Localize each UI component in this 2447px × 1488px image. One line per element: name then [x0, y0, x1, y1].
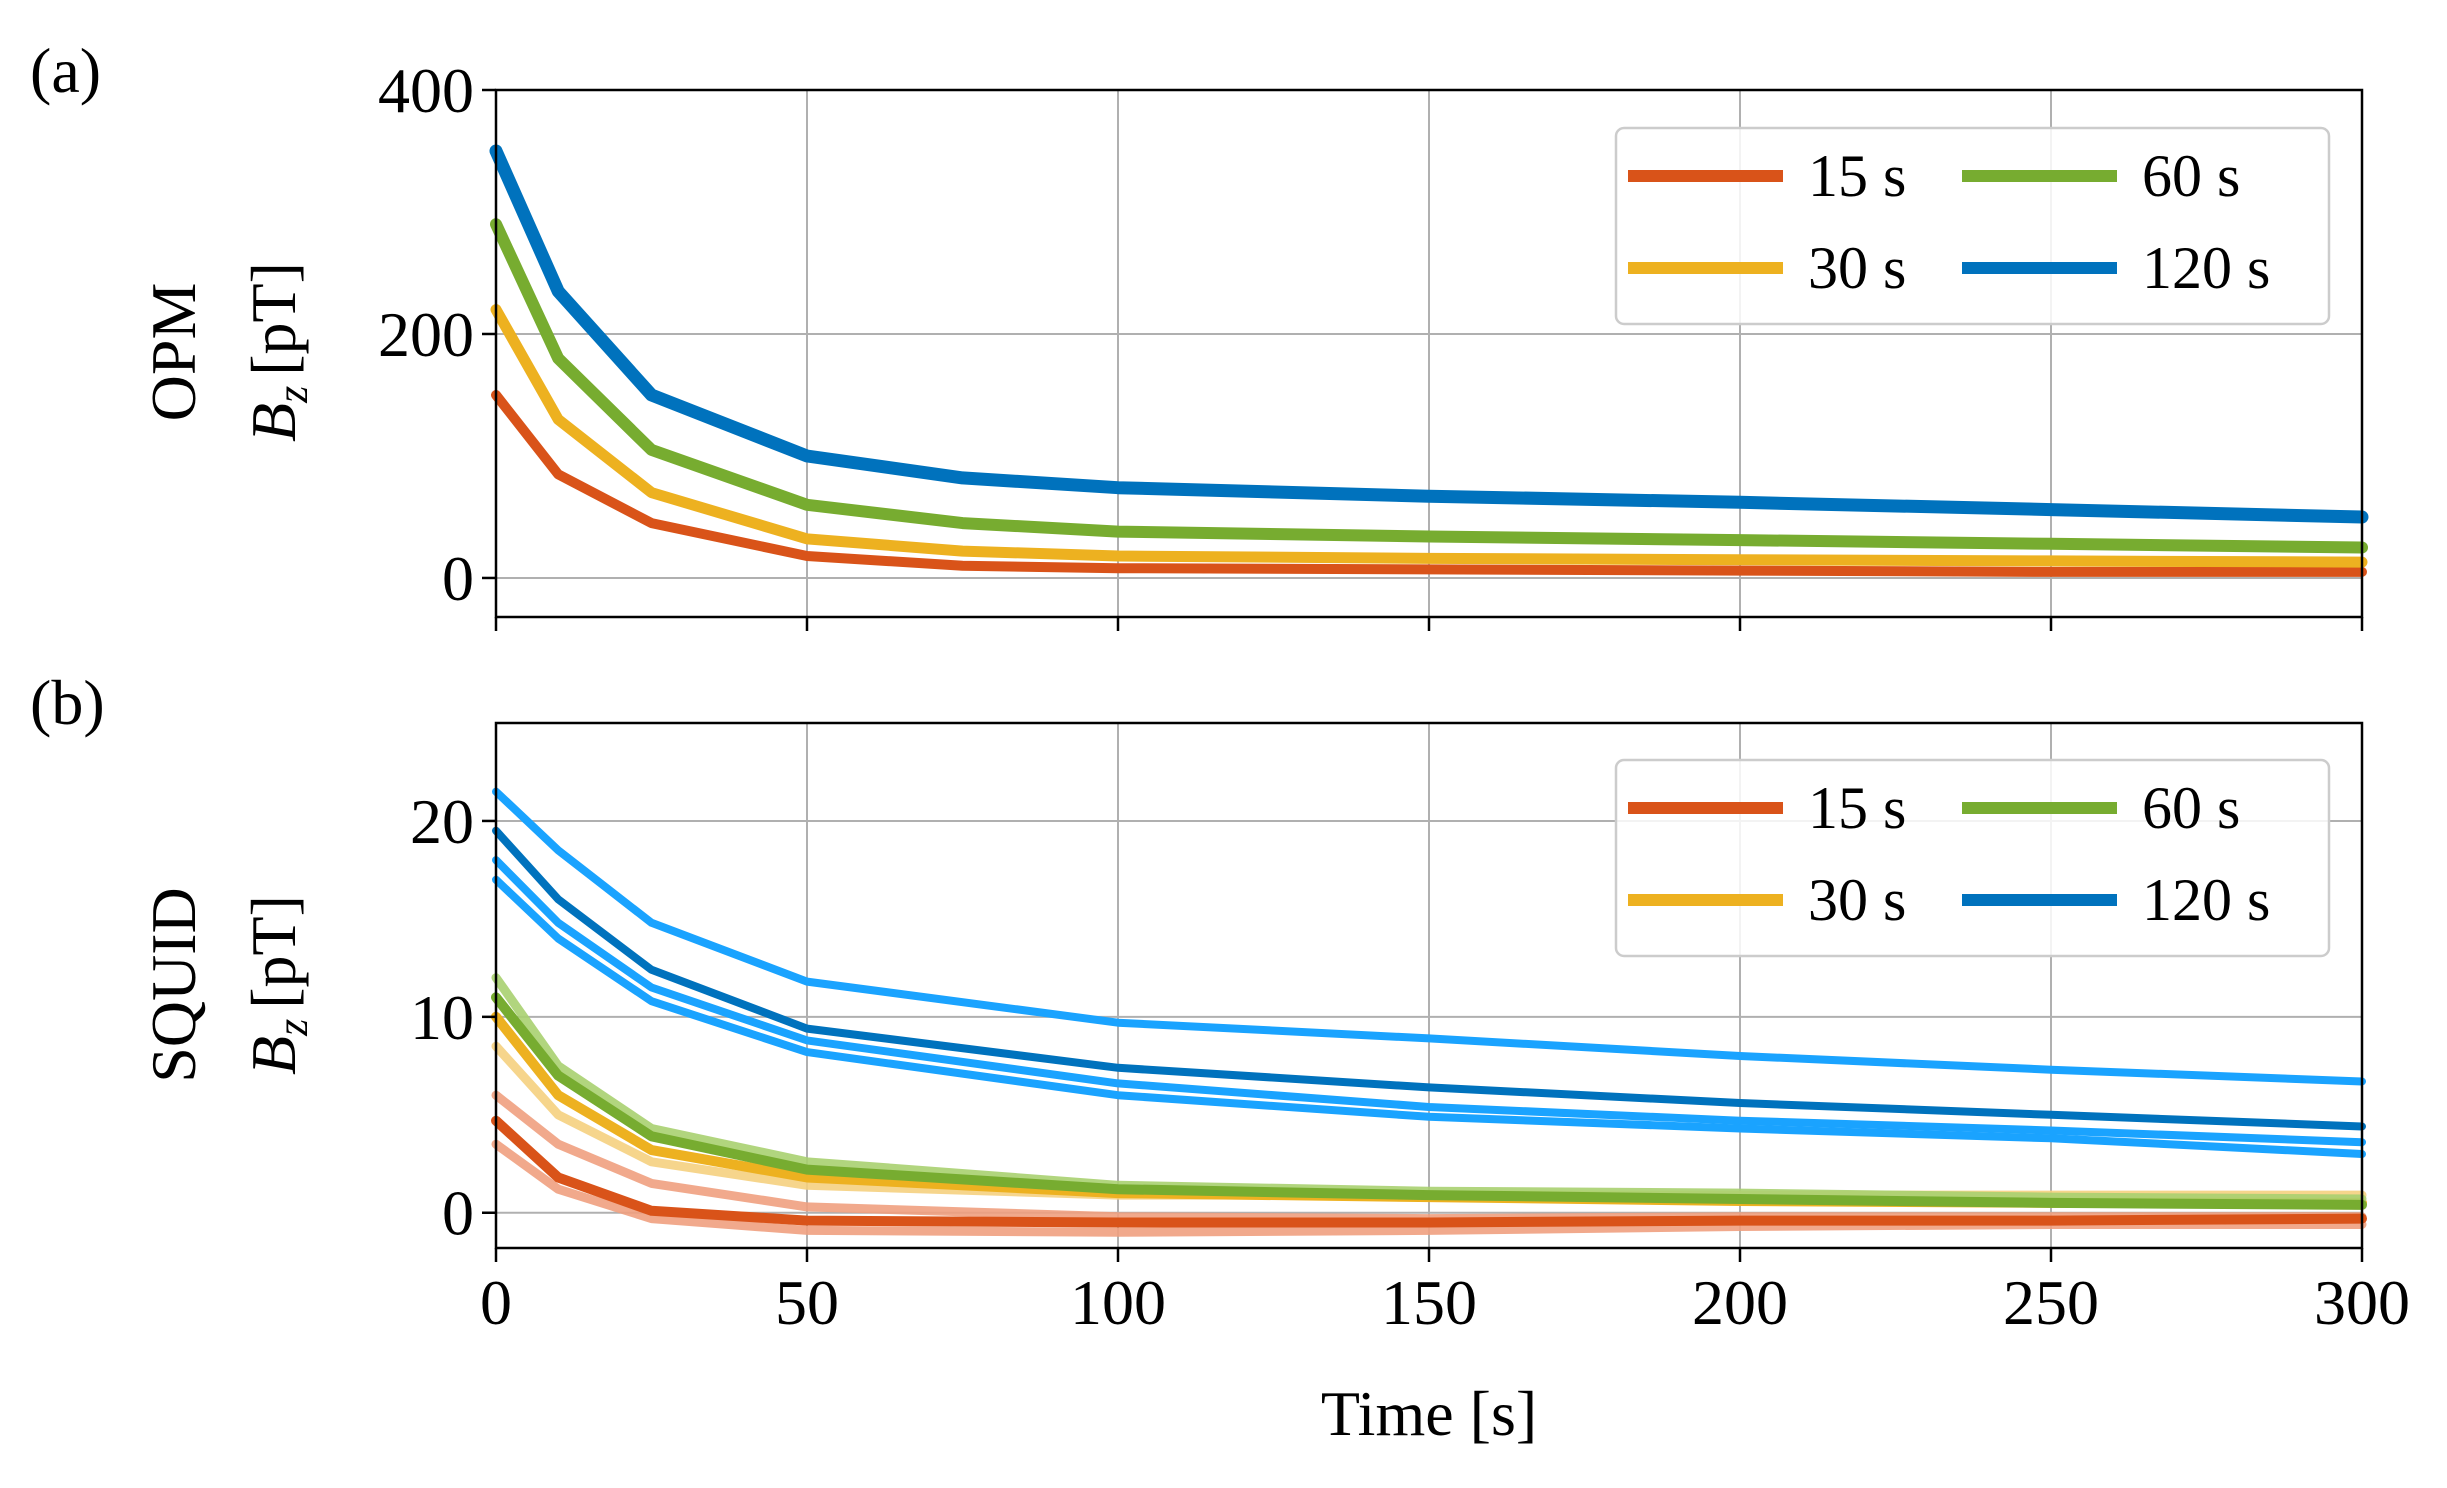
y-axis-subscript: z	[268, 1019, 317, 1037]
y-tick-label: 0	[442, 543, 474, 614]
legend-box	[1614, 758, 2331, 958]
legend-box	[1614, 126, 2331, 326]
legend-entry: 60 s	[1962, 143, 2240, 209]
y-axis-label-line2: Bz [pT]	[238, 262, 317, 442]
legend-entry: 30 s	[1628, 235, 1906, 301]
y-axis-unit: [pT]	[238, 895, 309, 1009]
y-axis-subscript: z	[268, 386, 317, 404]
panel-b: (b) 0 50 100 150 200 250 300 0 10 20 SQUID Bz [pT]…	[30, 667, 2410, 1449]
x-tick-label: 0	[480, 1267, 512, 1338]
x-tick-label: 50	[775, 1267, 839, 1338]
y-axis-label-line1: SQUID	[138, 887, 209, 1083]
series-line-120s-9	[492, 856, 2366, 1147]
series-line-15s-2	[491, 1115, 2367, 1228]
panel-a: (a) 0 200 400 OPM Bz [pT] 15 s 30 s 60 s 120 s	[30, 35, 2369, 631]
legend-entry: 15 s	[1628, 143, 1906, 209]
legend-label: 60 s	[2142, 775, 2240, 841]
x-tick-label: 100	[1070, 1267, 1166, 1338]
x-tick-label: 200	[1692, 1267, 1788, 1338]
y-axis-label: OPM Bz [pT]	[138, 262, 317, 442]
legend-entry: 60 s	[1962, 775, 2240, 841]
x-tick-label: 150	[1381, 1267, 1477, 1338]
series-line-120s-7	[492, 787, 2366, 1086]
y-axis-label: SQUID Bz [pT]	[138, 887, 317, 1083]
series-line-30s-1	[490, 304, 2368, 568]
legend-label: 15 s	[1808, 143, 1906, 209]
y-tick-label: 400	[378, 55, 474, 126]
series-line-120s-10	[492, 826, 2366, 1131]
series-line-120s-8	[492, 875, 2366, 1158]
y-tick-label: 10	[410, 982, 474, 1053]
legend: 15 s 30 s 60 s 120 s	[1614, 758, 2331, 958]
y-axis-unit: [pT]	[238, 262, 309, 376]
y-axis-label-line2: Bz [pT]	[238, 895, 317, 1075]
legend-entry: 30 s	[1628, 867, 1906, 933]
series-line-15s-0	[491, 390, 2367, 577]
legend-label: 30 s	[1808, 235, 1906, 301]
legend-label: 120 s	[2142, 235, 2270, 301]
y-tick-label: 200	[378, 299, 474, 370]
series-line-60s-6	[491, 992, 2367, 1210]
legend-label: 60 s	[2142, 143, 2240, 209]
legend-label: 15 s	[1808, 775, 1906, 841]
legend-entry: 120 s	[1962, 867, 2270, 933]
y-axis-symbol: B	[238, 403, 309, 442]
legend-entry: 120 s	[1962, 235, 2270, 301]
x-tick-label: 300	[2314, 1267, 2410, 1338]
legend: 15 s 30 s 60 s 120 s	[1614, 126, 2331, 326]
y-tick-label: 0	[442, 1178, 474, 1249]
y-axis-label-line1: OPM	[138, 283, 209, 422]
legend-label: 120 s	[2142, 867, 2270, 933]
series-line-120s-3	[489, 144, 2369, 524]
legend-label: 30 s	[1808, 867, 1906, 933]
y-tick-label: 20	[410, 786, 474, 857]
x-axis-label: Time [s]	[1321, 1378, 1537, 1449]
legend-entry: 15 s	[1628, 775, 1906, 841]
panel-label: (b)	[30, 667, 105, 738]
x-tick-label: 250	[2003, 1267, 2099, 1338]
y-axis-symbol: B	[238, 1036, 309, 1075]
panel-label: (a)	[30, 35, 101, 106]
series-line-60s-2	[490, 218, 2368, 554]
